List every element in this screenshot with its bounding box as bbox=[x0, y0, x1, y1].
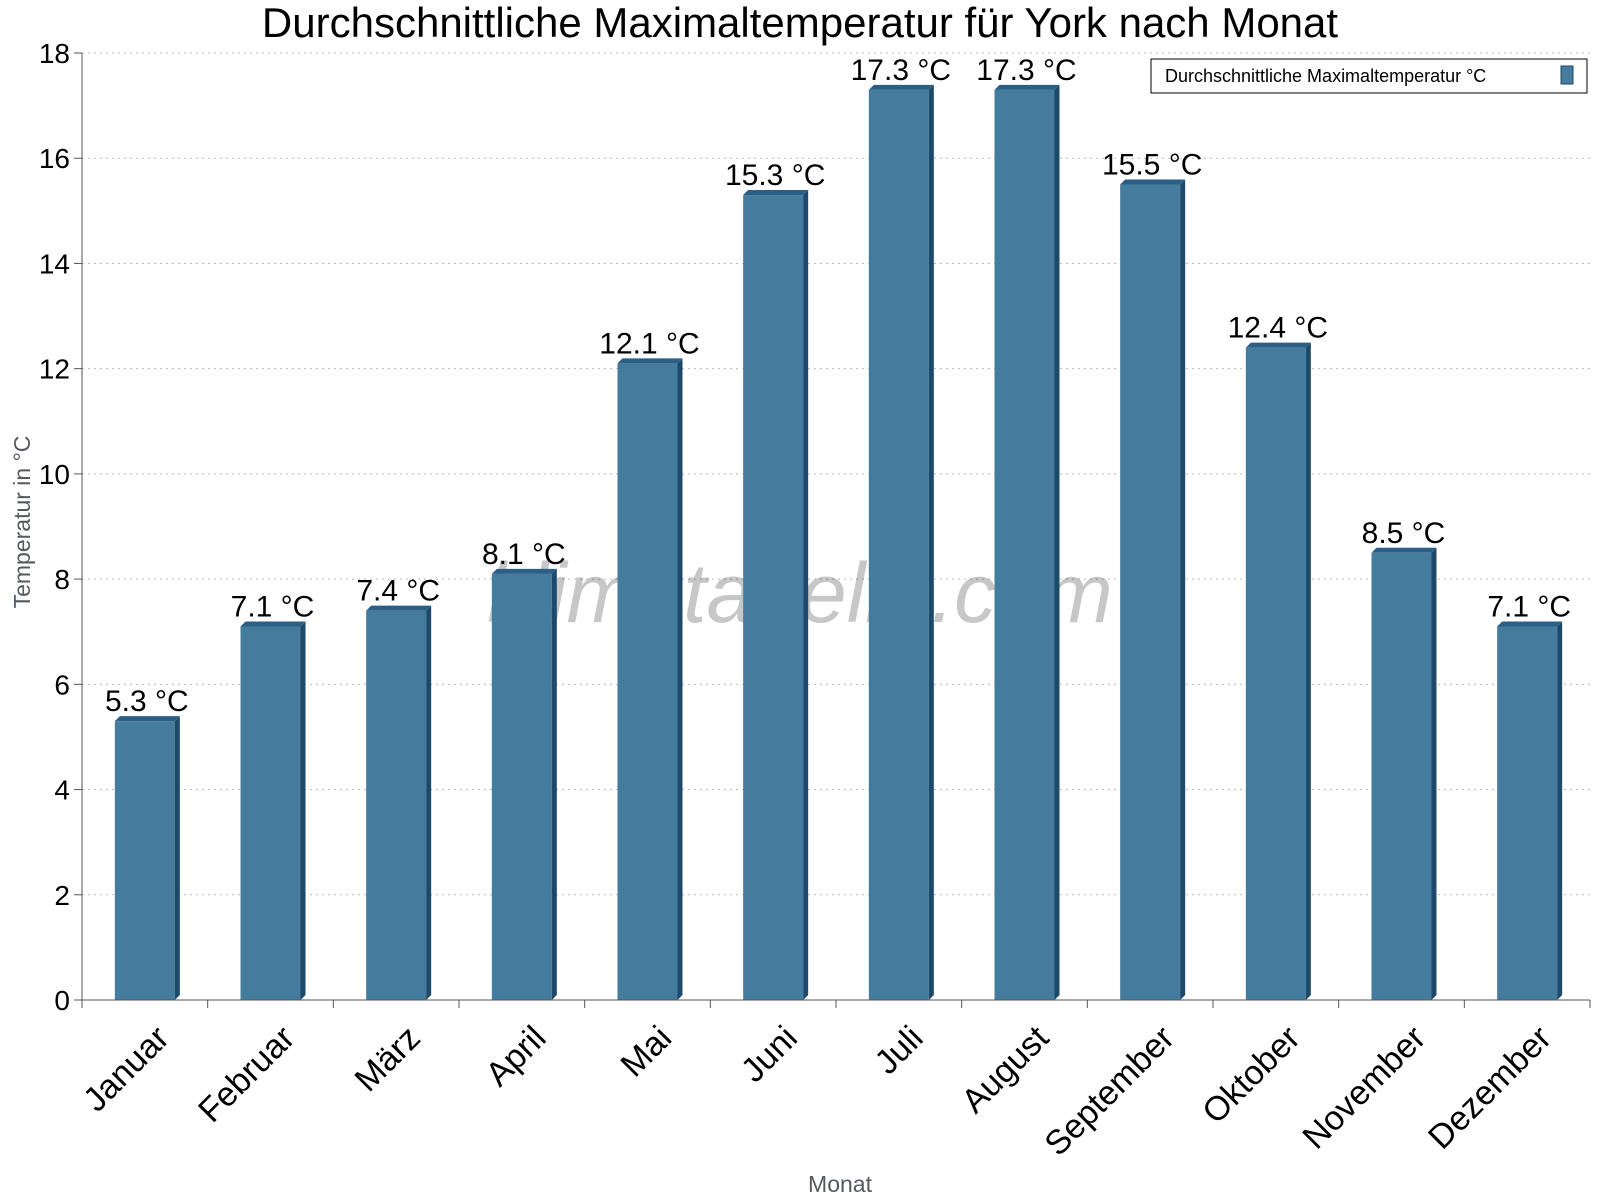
x-tick-label: März bbox=[348, 1019, 428, 1099]
bar-top bbox=[1497, 621, 1563, 627]
bar-top bbox=[491, 568, 557, 574]
legend-box bbox=[1150, 58, 1588, 94]
y-tick-label: 2 bbox=[54, 880, 70, 911]
bar-value-label: 7.1 °C bbox=[231, 590, 315, 623]
bar-side bbox=[1180, 179, 1186, 1000]
bar-value-label: 17.3 °C bbox=[851, 54, 951, 87]
x-tick-label: Januar bbox=[76, 1019, 176, 1119]
bar-value-label: 15.5 °C bbox=[1102, 149, 1202, 182]
legend-swatch bbox=[1560, 65, 1574, 85]
bar-group bbox=[1497, 621, 1563, 1000]
bar-value-label: 5.3 °C bbox=[105, 685, 189, 718]
bar-side bbox=[300, 621, 306, 1000]
bar bbox=[868, 89, 929, 1001]
bar-group bbox=[617, 358, 683, 1001]
bar-value-label: 17.3 °C bbox=[976, 54, 1076, 87]
bar-side bbox=[551, 568, 557, 1000]
bar-group bbox=[868, 84, 934, 1001]
bar-value-label: 8.1 °C bbox=[482, 538, 566, 571]
bar-side bbox=[1305, 342, 1311, 1001]
chart-title: Durchschnittliche Maximaltemperatur für … bbox=[262, 0, 1338, 46]
y-tick-label: 6 bbox=[54, 669, 70, 700]
x-tick-label: November bbox=[1295, 1019, 1433, 1157]
bar bbox=[491, 573, 552, 1000]
grid-lines bbox=[82, 52, 1590, 896]
bar bbox=[240, 626, 301, 1000]
bar-side bbox=[1557, 621, 1563, 1000]
bar-top bbox=[994, 84, 1060, 90]
bar bbox=[1120, 184, 1181, 1000]
bar-group bbox=[114, 716, 180, 1000]
bar-group bbox=[1371, 547, 1437, 1000]
y-tick-label: 16 bbox=[39, 143, 70, 174]
bar-value-label: 12.1 °C bbox=[599, 327, 699, 360]
bar-group bbox=[366, 605, 432, 1000]
bar-group bbox=[240, 621, 306, 1000]
x-tick-label: Juni bbox=[734, 1019, 805, 1090]
bar bbox=[1245, 347, 1306, 1001]
y-tick-label: 12 bbox=[39, 354, 70, 385]
bar-top bbox=[743, 190, 809, 196]
bar bbox=[1371, 552, 1432, 1000]
bar bbox=[114, 721, 175, 1000]
x-tick-label: Dezember bbox=[1421, 1019, 1559, 1157]
y-tick-label: 14 bbox=[39, 248, 70, 279]
x-tick-label: Mai bbox=[614, 1019, 680, 1085]
bar-top bbox=[1371, 547, 1437, 553]
bar bbox=[743, 195, 804, 1001]
bar-group bbox=[743, 190, 809, 1001]
bar-side bbox=[426, 605, 432, 1000]
bar-side bbox=[803, 190, 809, 1001]
x-tick-label: Juli bbox=[868, 1019, 931, 1082]
bar-group bbox=[994, 84, 1060, 1001]
bar bbox=[1497, 626, 1558, 1000]
x-tick-label: August bbox=[954, 1018, 1056, 1120]
bar-group bbox=[1245, 342, 1311, 1001]
bar-value-label: 7.1 °C bbox=[1487, 590, 1571, 623]
legend-label: Durchschnittliche Maximaltemperatur °C bbox=[1165, 66, 1486, 86]
bar-top bbox=[1120, 179, 1186, 185]
y-tick-label: 4 bbox=[54, 775, 70, 806]
bar bbox=[366, 610, 427, 1000]
bar-side bbox=[928, 84, 934, 1001]
x-tick-label: Oktober bbox=[1195, 1019, 1307, 1131]
bar-top bbox=[617, 358, 683, 364]
x-tick-label: September bbox=[1037, 1019, 1181, 1163]
y-tick-label: 18 bbox=[39, 38, 70, 69]
bar-top bbox=[868, 84, 934, 90]
bar-side bbox=[174, 716, 180, 1000]
y-tick-label: 0 bbox=[54, 985, 70, 1016]
x-axis-title: Monat bbox=[808, 1171, 873, 1197]
bar-value-label: 12.4 °C bbox=[1228, 312, 1328, 345]
bars: 5.3 °C 7.1 °C 7.4 °C 8.1 °C 12.1 °C 15.3 °C 17… bbox=[105, 54, 1571, 1001]
bar-group bbox=[1120, 179, 1186, 1000]
bar bbox=[617, 363, 678, 1001]
bar-top bbox=[366, 605, 432, 611]
bar-side bbox=[1054, 84, 1060, 1001]
bar-top bbox=[1245, 342, 1311, 348]
y-axis-title: Temperatur in °C bbox=[9, 436, 35, 609]
bar-value-label: 15.3 °C bbox=[725, 159, 825, 192]
bar-value-label: 8.5 °C bbox=[1362, 517, 1446, 550]
x-tick-label: Februar bbox=[191, 1019, 302, 1130]
y-tick-label: 8 bbox=[54, 564, 70, 595]
bar bbox=[994, 89, 1055, 1001]
bar-side bbox=[677, 358, 683, 1001]
x-tick-label: April bbox=[479, 1019, 554, 1094]
bar-top bbox=[240, 621, 306, 627]
bar-group bbox=[491, 568, 557, 1000]
legend: Durchschnittliche Maximaltemperatur °C bbox=[1150, 58, 1588, 94]
bar-top bbox=[114, 716, 180, 722]
bar-side bbox=[1431, 547, 1437, 1000]
bar-value-label: 7.4 °C bbox=[356, 575, 440, 608]
y-tick-label: 10 bbox=[39, 459, 70, 490]
